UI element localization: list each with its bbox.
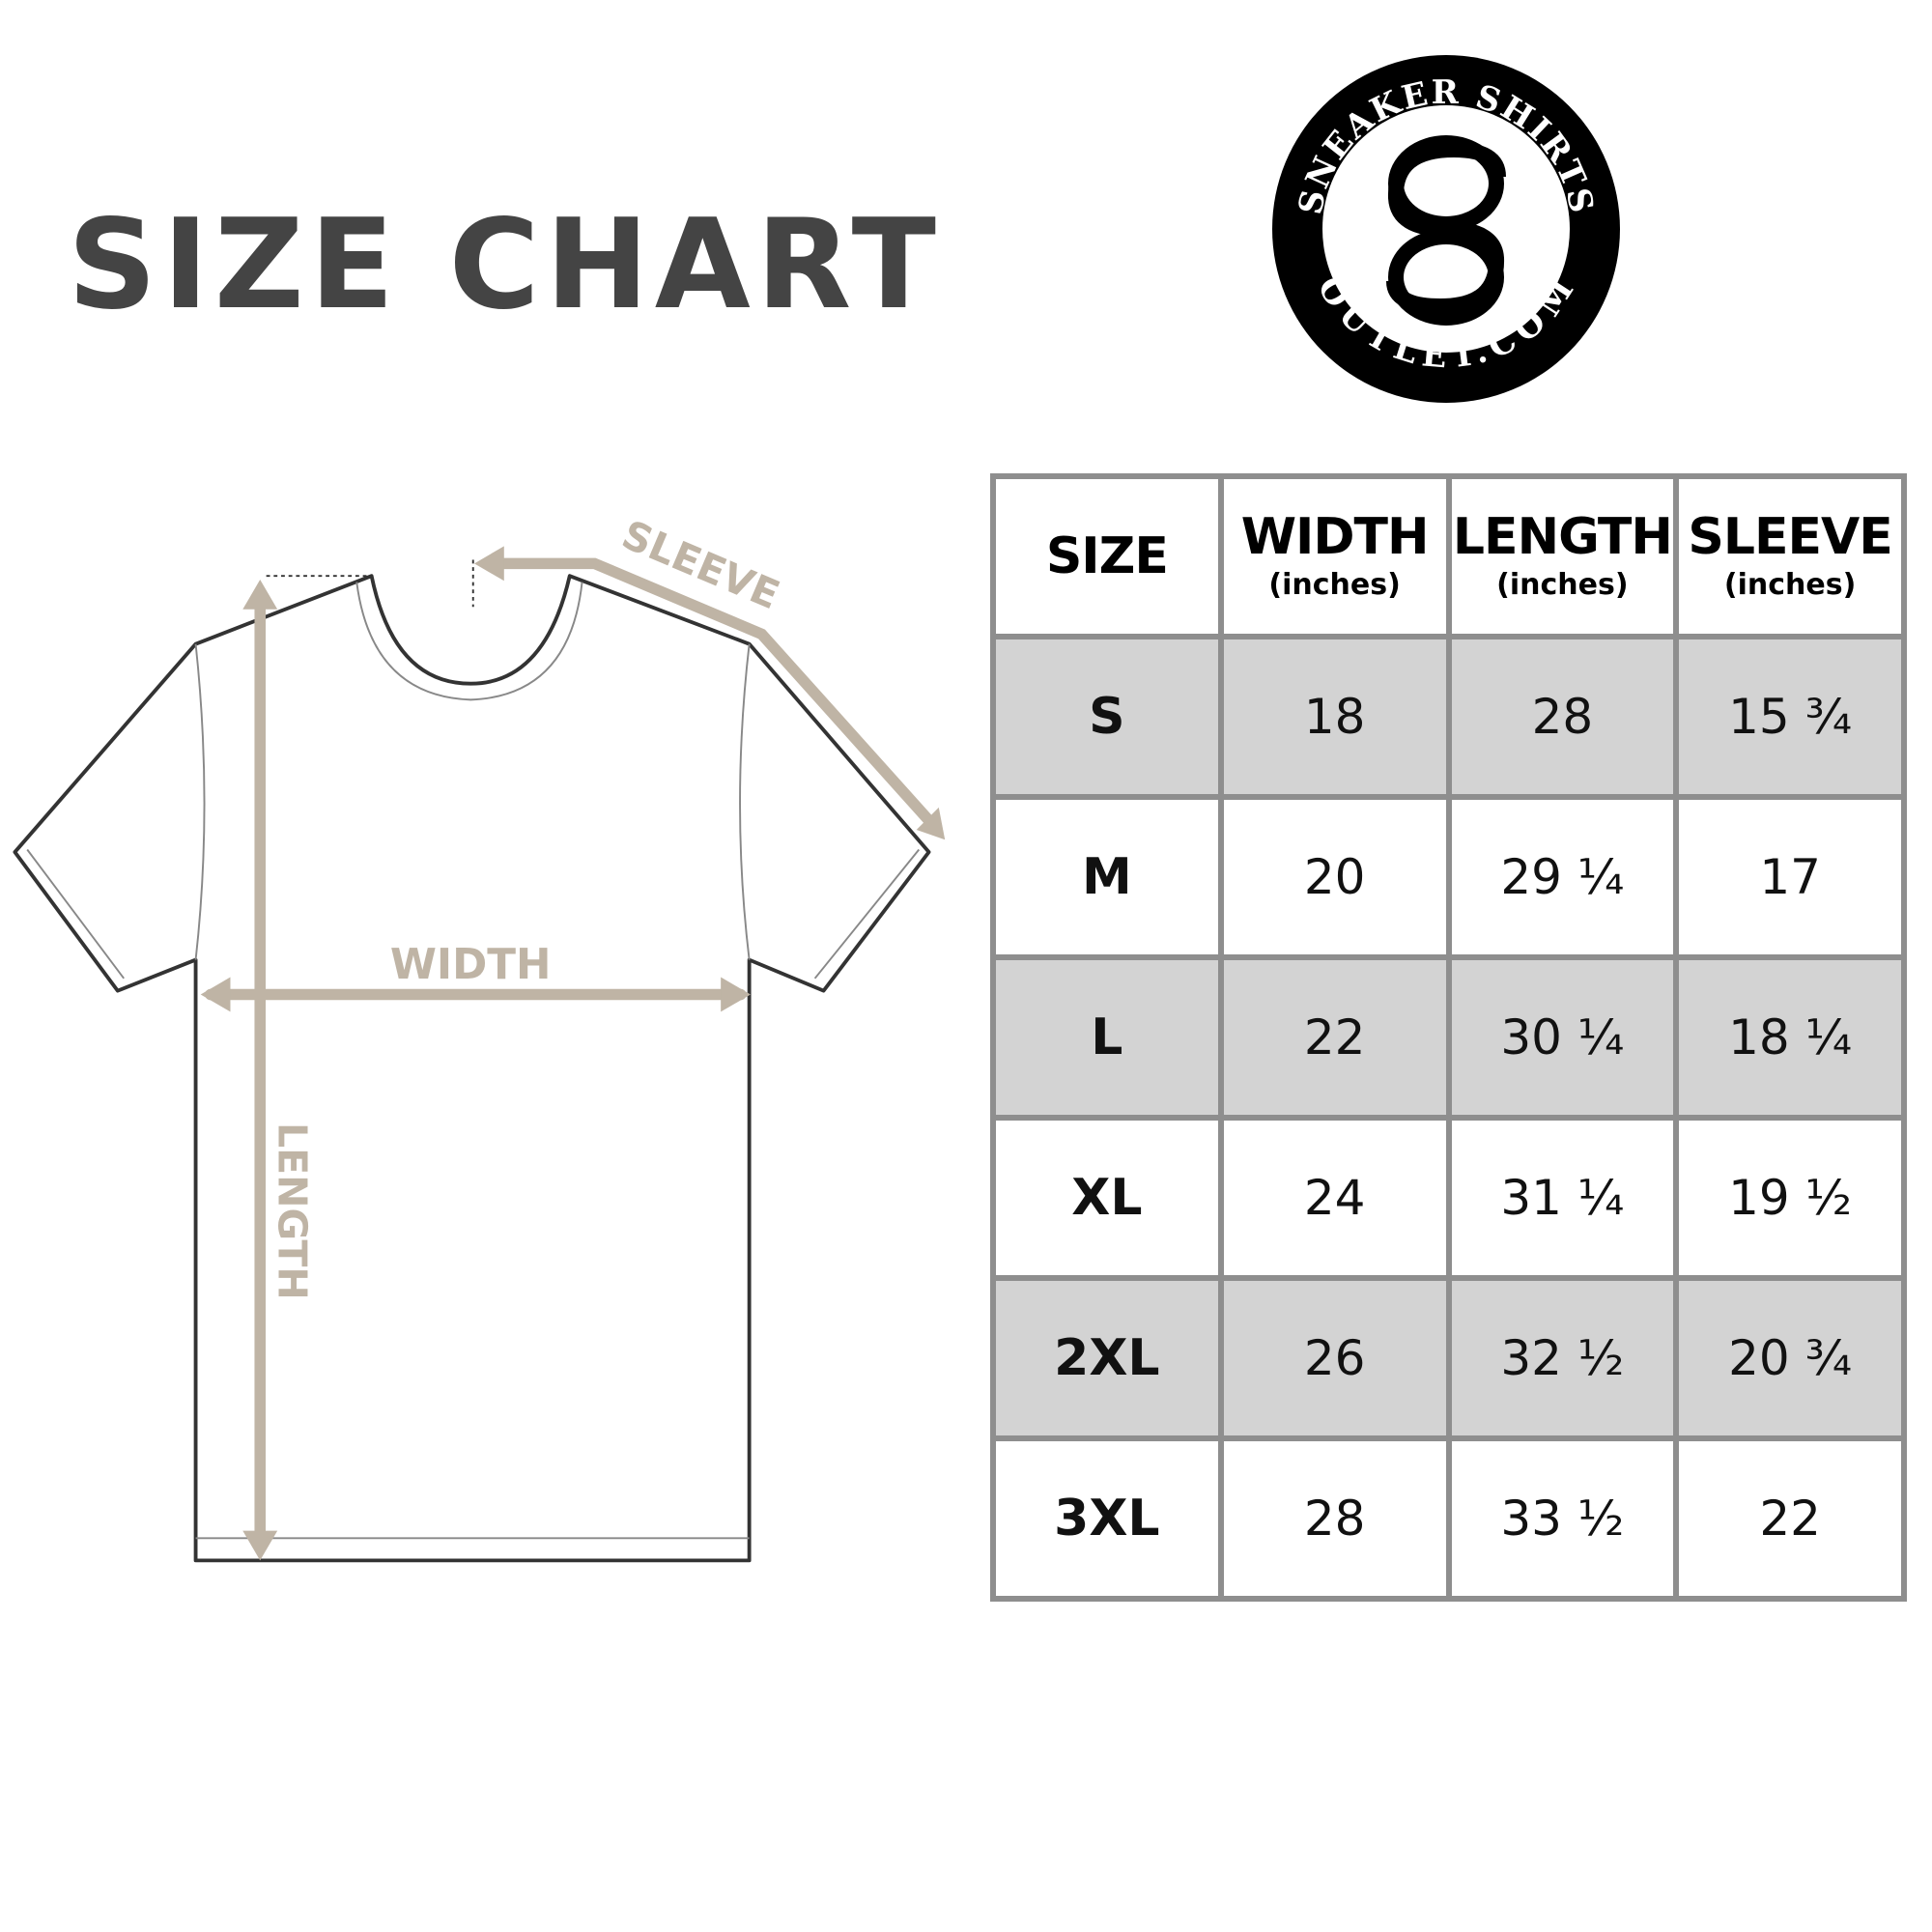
- width-cell: 18: [1217, 634, 1452, 800]
- header-unit: (inches): [1723, 567, 1857, 602]
- length-cell: 30 ¼: [1445, 954, 1680, 1121]
- header-label: SLEEVE: [1688, 507, 1892, 566]
- header-unit: (inches): [1268, 567, 1401, 602]
- width-cell: 22: [1217, 954, 1452, 1121]
- size-cell: L: [990, 954, 1224, 1121]
- header-label: WIDTH: [1240, 507, 1430, 566]
- length-cell: 28: [1445, 634, 1680, 800]
- sleeve-cell: 17: [1673, 794, 1907, 960]
- size-cell: S: [990, 634, 1224, 800]
- table-row: L 22 30 ¼ 18 ¼: [990, 954, 1907, 1121]
- header-sleeve: SLEEVE (inches): [1673, 473, 1907, 639]
- sleeve-cell: 20 ¾: [1673, 1275, 1907, 1441]
- table-row: XL 24 31 ¼ 19 ½: [990, 1115, 1907, 1281]
- table-row: S 18 28 15 ¾: [990, 634, 1907, 800]
- sleeve-cell: 22: [1673, 1435, 1907, 1602]
- header-size: SIZE: [990, 473, 1224, 639]
- width-cell: 26: [1217, 1275, 1452, 1441]
- length-cell: 29 ¼: [1445, 794, 1680, 960]
- size-cell: XL: [990, 1115, 1224, 1281]
- brand-logo: SNEAKER SHIRTS OUTLET.COM: [1272, 55, 1620, 403]
- monogram-icon: [1386, 135, 1506, 326]
- width-label: WIDTH: [390, 941, 552, 989]
- header-label: SIZE: [1045, 527, 1169, 585]
- table-row: M 20 29 ¼ 17: [990, 794, 1907, 960]
- sleeve-cell: 15 ¾: [1673, 634, 1907, 800]
- size-table: SIZE WIDTH (inches) LENGTH (inches) SLEEVE…: [990, 473, 1907, 1602]
- tshirt-outline: [13, 559, 931, 1563]
- sleeve-cell: 19 ½: [1673, 1115, 1907, 1281]
- length-cell: 31 ¼: [1445, 1115, 1680, 1281]
- width-cell: 28: [1217, 1435, 1452, 1602]
- size-cell: 2XL: [990, 1275, 1224, 1441]
- length-cell: 32 ½: [1445, 1275, 1680, 1441]
- table-row: 2XL 26 32 ½ 20 ¾: [990, 1275, 1907, 1441]
- header-length: LENGTH (inches): [1445, 473, 1680, 639]
- page-title: SIZE CHART: [68, 193, 942, 337]
- measure-arrows: [205, 557, 941, 1554]
- sleeve-cell: 18 ¼: [1673, 954, 1907, 1121]
- size-cell: 3XL: [990, 1435, 1224, 1602]
- size-cell: M: [990, 794, 1224, 960]
- width-cell: 24: [1217, 1115, 1452, 1281]
- header-label: LENGTH: [1452, 507, 1673, 566]
- length-cell: 33 ½: [1445, 1435, 1680, 1602]
- table-row: 3XL 28 33 ½ 22: [990, 1435, 1907, 1602]
- table-header-row: SIZE WIDTH (inches) LENGTH (inches) SLEEVE…: [990, 473, 1907, 639]
- header-unit: (inches): [1496, 567, 1629, 602]
- length-label: LENGTH: [269, 1122, 315, 1300]
- sleeve-arrow: [483, 557, 941, 834]
- width-cell: 20: [1217, 794, 1452, 960]
- header-width: WIDTH (inches): [1217, 473, 1452, 639]
